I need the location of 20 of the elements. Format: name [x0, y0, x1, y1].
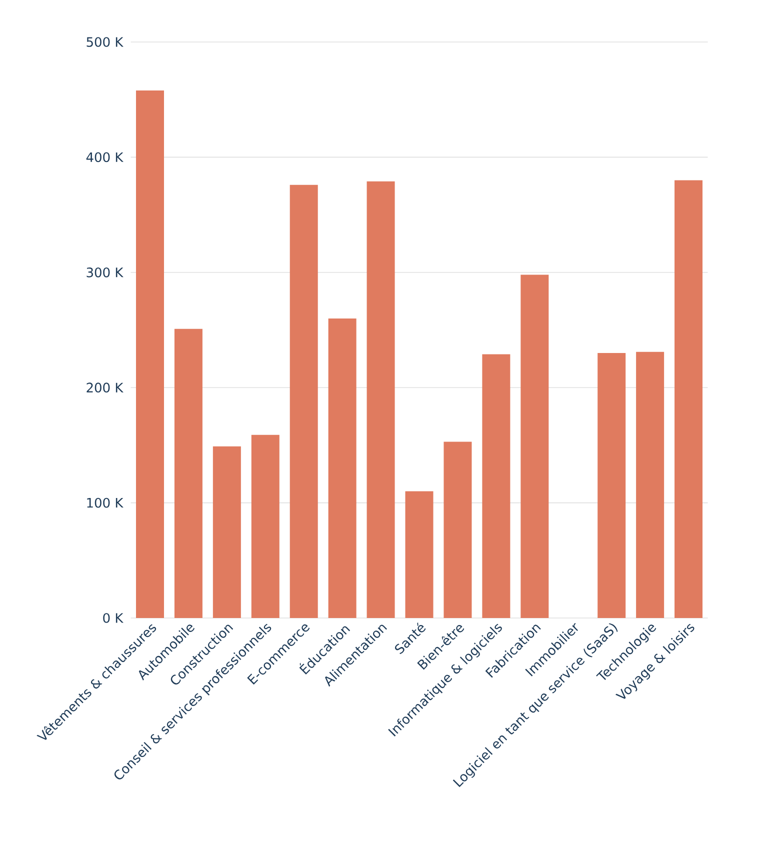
bar: [598, 353, 626, 618]
bar: [290, 184, 318, 618]
bar: [520, 274, 549, 618]
bar: [251, 434, 280, 618]
y-tick-label: 100 K: [87, 498, 124, 508]
y-tick-label: 300 K: [86, 267, 124, 278]
bar: [674, 180, 703, 618]
bar: [405, 491, 434, 618]
y-tick-label: 0 K: [103, 613, 124, 623]
y-tick-label: 200 K: [86, 382, 124, 393]
bar: [482, 354, 510, 618]
bar: [636, 352, 664, 618]
bar: [444, 442, 472, 618]
bar: [136, 90, 164, 618]
bar: [328, 318, 356, 618]
bar: [212, 446, 241, 618]
bar: [174, 328, 202, 618]
y-tick-label: 400 K: [86, 152, 124, 162]
y-tick-label: 500 K: [86, 37, 124, 47]
bar: [366, 181, 395, 618]
